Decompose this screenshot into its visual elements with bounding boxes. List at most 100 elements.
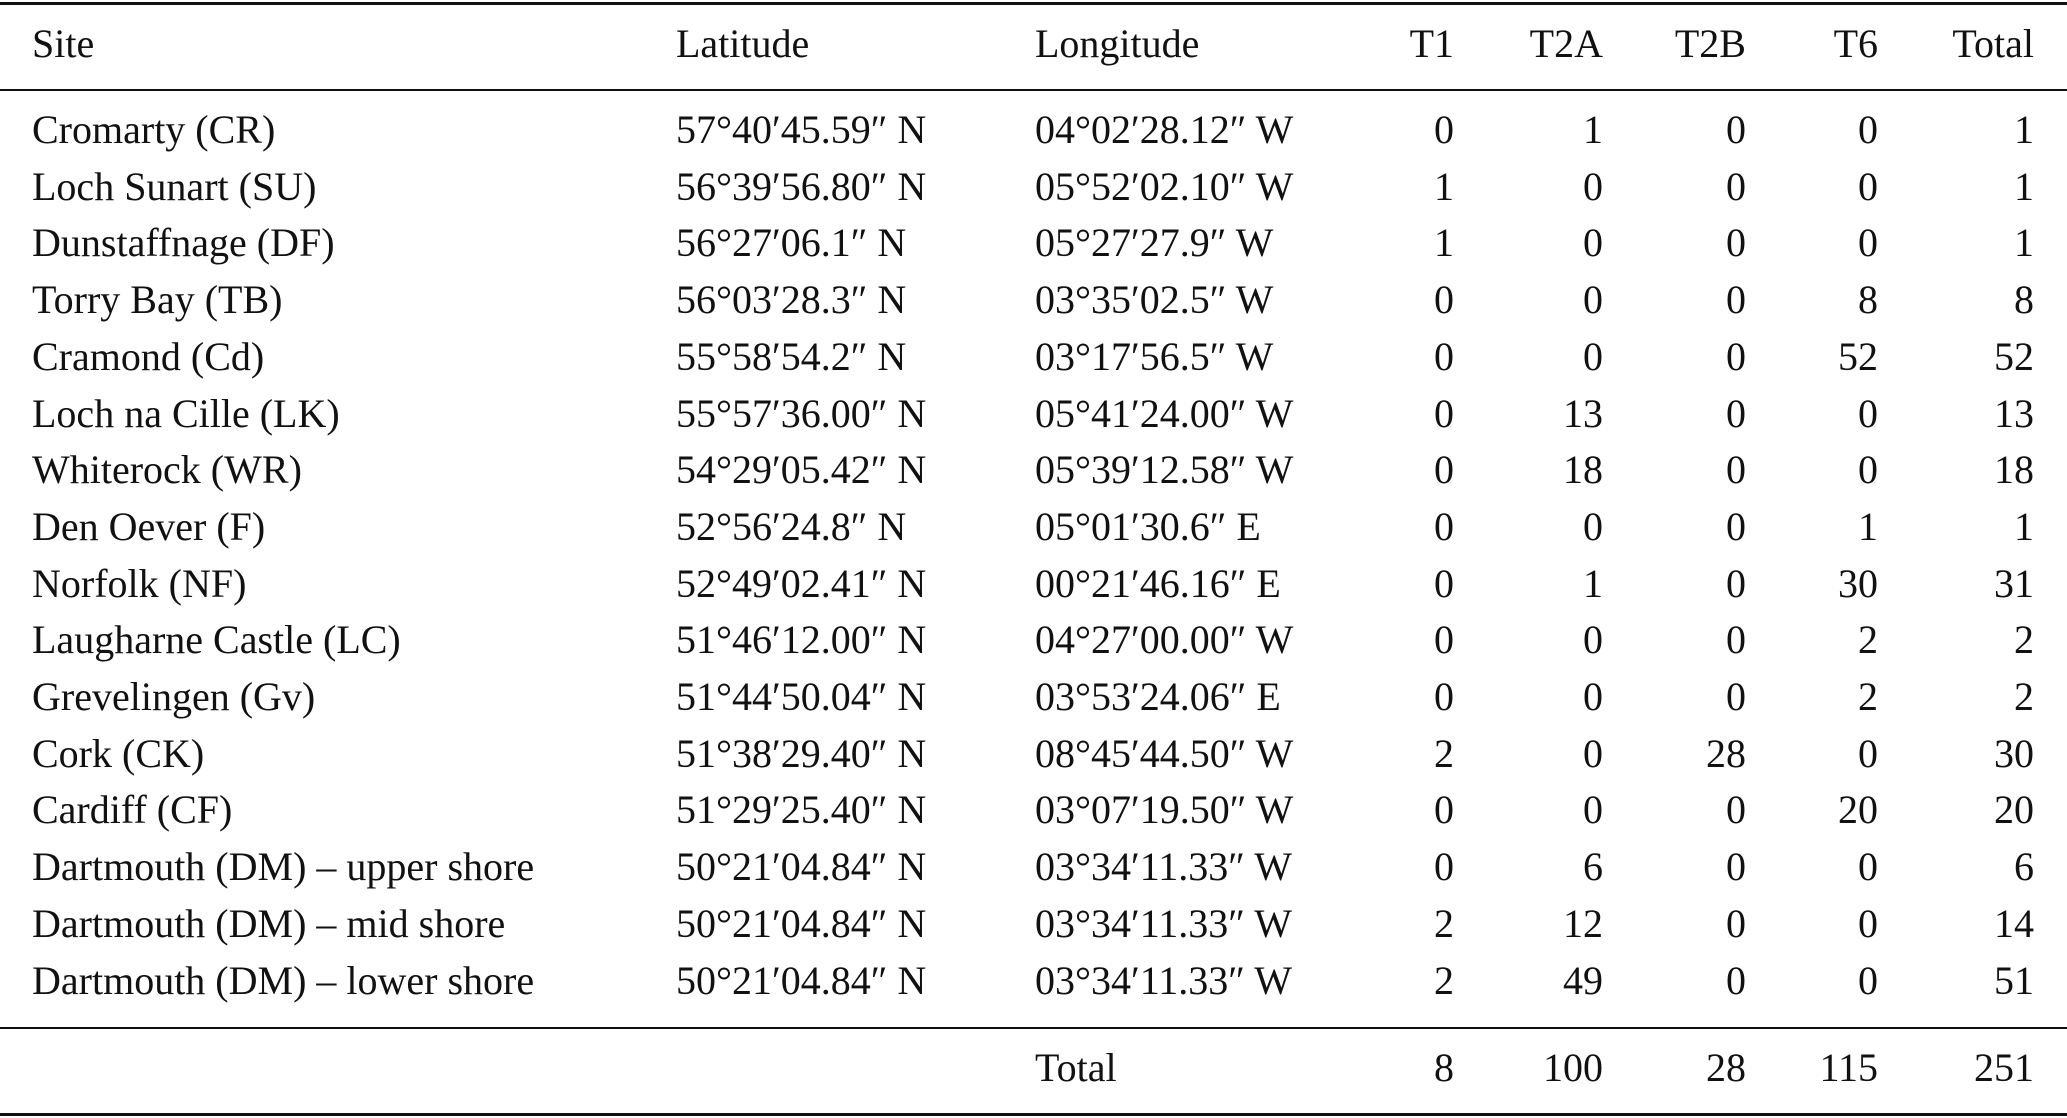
table-cell: 0 [1858,220,1878,266]
table-cell: Cromarty (CR) [32,107,276,152]
table-cell: 0 [1583,787,1603,833]
table-cell: 2 [2014,617,2034,663]
footer-cell: 8 [1434,1045,1454,1090]
table-cell: 2 [1434,900,1454,946]
table-cell: 05°52′02.10″ W [1035,163,1294,209]
table-cell: 0 [1434,390,1454,436]
table-cell: 0 [1583,277,1603,323]
table-cell: 03°34′11.33″ W [1035,900,1292,946]
table-cell: 0 [1858,107,1878,152]
table-cell: 0 [1583,674,1603,719]
table-cell: 6 [2014,844,2034,890]
table-cell: 0 [1726,277,1746,323]
table-cell: Dartmouth (DM) – lower shore [32,957,535,1003]
table-cell: 54°29′05.42″ N [676,447,927,493]
table-cell: 04°02′28.12″ W [1035,107,1294,152]
top-rule [0,2,2067,5]
table-cell: 0 [1726,617,1746,663]
table-cell: 52 [1838,333,1878,379]
table-cell: 1 [1858,503,1878,549]
bottom-rule [0,1113,2067,1116]
table-cell: 1 [1583,107,1603,152]
table-cell: 14 [1994,900,2034,946]
table-cell: 1 [1434,163,1454,209]
table-cell: 0 [1583,220,1603,266]
table-cell: 0 [1583,730,1603,776]
table-cell: Cardiff (CF) [32,787,233,833]
header-cell: Total [1952,21,2034,66]
table-cell: Dartmouth (DM) – mid shore [32,900,506,946]
table-cell: 1 [2014,220,2034,266]
table-cell: 20 [1994,787,2034,833]
table-cell: 56°27′06.1″ N [676,220,907,266]
table-cell: 13 [1994,390,2034,436]
table-cell: 1 [2014,503,2034,549]
footer-label: Total [1035,1045,1117,1090]
header-cell: T1 [1409,21,1454,66]
header-cell: T6 [1833,21,1878,66]
footer-rule [0,1027,2067,1029]
table-cell: 2 [1858,617,1878,663]
table-cell: 56°39′56.80″ N [676,163,927,209]
table-cell: 0 [1726,107,1746,152]
table-cell: 56°03′28.3″ N [676,277,907,323]
table-cell: 51°38′29.40″ N [676,730,927,776]
table-cell: 0 [1726,163,1746,209]
table-cell: 50°21′04.84″ N [676,957,927,1003]
table-cell: 0 [1583,163,1603,209]
table-cell: 0 [1726,220,1746,266]
table-cell: 0 [1726,390,1746,436]
table-cell: 05°39′12.58″ W [1035,447,1294,493]
table-cell: 0 [1434,107,1454,152]
table-cell: 30 [1994,730,2034,776]
table-cell: Whiterock (WR) [32,447,302,493]
header-cell: T2A [1529,21,1603,66]
footer-cell: 28 [1706,1045,1746,1090]
table-cell: 52°56′24.8″ N [676,503,907,549]
table-cell: 0 [1726,674,1746,719]
table-cell: 2 [1434,730,1454,776]
table-cell: 03°34′11.33″ W [1035,957,1292,1003]
table-cell: 0 [1434,617,1454,663]
table-cell: 51°46′12.00″ N [676,617,927,663]
table-cell: 0 [1726,957,1746,1003]
table-cell: Den Oever (F) [32,503,266,549]
table-cell: 05°01′30.6″ E [1035,503,1261,549]
table-cell: 30 [1838,560,1878,606]
header-cell: Latitude [676,21,810,66]
table-cell: Cork (CK) [32,730,205,776]
table-cell: 0 [1434,787,1454,833]
table-cell: 0 [1726,844,1746,890]
table-cell: 31 [1994,560,2034,606]
table-cell: 05°41′24.00″ W [1035,390,1294,436]
table-cell: 52°49′02.41″ N [676,560,927,606]
table-cell: 18 [1563,447,1603,493]
table-cell: 2 [2014,674,2034,719]
table-cell: 0 [1434,674,1454,719]
table-cell: 0 [1858,390,1878,436]
table-cell: 6 [1583,844,1603,890]
table-cell: 18 [1994,447,2034,493]
table-cell: 03°53′24.06″ E [1035,674,1281,719]
table-cell: 0 [1434,503,1454,549]
table-cell: 50°21′04.84″ N [676,900,927,946]
table-cell: 05°27′27.9″ W [1035,220,1274,266]
table-cell: 49 [1563,957,1603,1003]
table-cell: 0 [1726,503,1746,549]
header-cell: T2B [1674,21,1746,66]
table-cell: Norfolk (NF) [32,560,247,606]
footer-cell: 251 [1974,1045,2034,1090]
table-cell: 00°21′46.16″ E [1035,560,1281,606]
table-cell: 0 [1726,560,1746,606]
table-cell: 03°07′19.50″ W [1035,787,1294,833]
table-cell: 03°34′11.33″ W [1035,844,1292,890]
table-cell: 0 [1434,844,1454,890]
table-cell: 0 [1583,617,1603,663]
table-cell: Laugharne Castle (LC) [32,617,401,663]
table-cell: 28 [1706,730,1746,776]
header-cell: Site [32,21,95,66]
table-cell: 0 [1726,787,1746,833]
table-cell: 0 [1434,560,1454,606]
table-cell: 55°58′54.2″ N [676,333,907,379]
